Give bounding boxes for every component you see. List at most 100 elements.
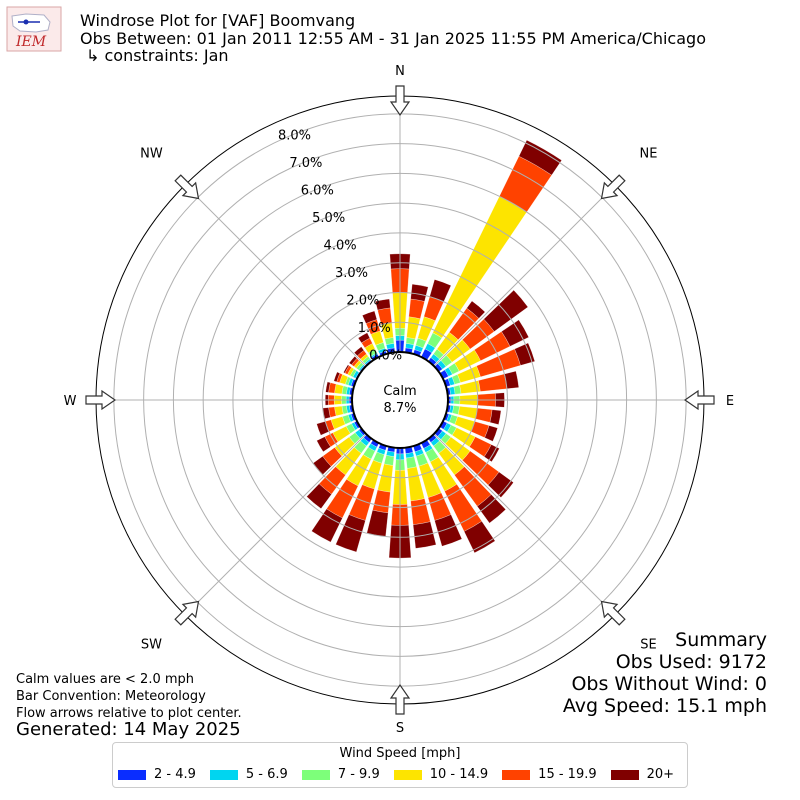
flow-arrow-icon — [600, 600, 626, 626]
calm-note: Calm values are < 2.0 mph — [16, 672, 195, 687]
avg-speed: Avg Speed: 15.1 mph — [562, 695, 767, 717]
windrose-bar-segment — [476, 494, 506, 524]
windrose-bar-segment — [478, 373, 508, 392]
radial-tick-label: 3.0% — [335, 266, 368, 281]
windrose-bar-segment — [335, 514, 366, 553]
windrose-bar-segment — [362, 310, 378, 324]
windrose-bar-segment — [466, 300, 486, 319]
windrose-bar-segment — [484, 425, 498, 442]
windrose-bar-segment — [311, 508, 343, 543]
flow-arrow-icon — [85, 389, 117, 411]
windrose-bar-segment — [366, 509, 389, 537]
legend-swatch — [393, 769, 422, 780]
flow-arrow-icon — [600, 174, 626, 200]
windrose-bar-segment — [372, 489, 391, 514]
windrose-bar-segment — [408, 298, 425, 319]
page-title: Windrose Plot for [VAF] Boomvang — [80, 11, 356, 30]
radial-tick-label: 7.0% — [289, 156, 322, 171]
radial-tick-label: 2.0% — [346, 294, 379, 309]
flow-arrow-icon — [683, 389, 715, 411]
compass-label: SW — [141, 638, 162, 653]
legend-label: 2 - 4.9 — [154, 767, 196, 782]
windrose-bar-segment — [348, 356, 358, 365]
legend-label: 5 - 6.9 — [245, 767, 288, 782]
direction-gridline — [184, 433, 367, 616]
windrose-bar-segment — [383, 455, 395, 466]
legend-swatch — [610, 769, 639, 780]
legend-title: Wind Speed [mph] — [339, 746, 461, 761]
flow-arrow-icon — [389, 683, 411, 715]
windrose-bar-segment — [325, 381, 331, 393]
radial-tick-label: 5.0% — [312, 211, 345, 226]
windrose-bar-segment — [475, 407, 493, 423]
bar-convention: Bar Convention: Meteorology — [16, 689, 206, 704]
flow-arrow-icon — [174, 174, 200, 200]
legend-item: 5 - 6.9 — [209, 767, 288, 782]
compass-label: S — [396, 721, 404, 736]
legend-label: 10 - 14.9 — [429, 767, 489, 782]
compass-label: NE — [640, 146, 658, 161]
summary-title: Summary — [675, 629, 767, 651]
windrose-bar-segment — [483, 289, 529, 332]
obs-range: Obs Between: 01 Jan 2011 12:55 AM - 31 J… — [80, 29, 706, 48]
obs-without-wind: Obs Without Wind: 0 — [571, 673, 767, 695]
calm-label: Calm — [383, 384, 416, 399]
legend-item: 10 - 14.9 — [393, 767, 489, 782]
legend-item: 2 - 4.9 — [118, 767, 196, 782]
windrose-bar-segment — [405, 456, 417, 469]
windrose-bar-segment — [316, 436, 331, 453]
windrose-bar-segment — [518, 139, 562, 176]
compass-label: NW — [140, 146, 163, 161]
direction-gridline — [184, 184, 367, 367]
windrose-bar-segment — [410, 284, 429, 302]
legend-item: 7 - 9.9 — [301, 767, 380, 782]
generated-date: Generated: 14 May 2025 — [16, 719, 241, 740]
legend-items: 2 - 4.9 5 - 6.9 7 - 9.9 10 - 14.9 15 - 1… — [118, 767, 688, 782]
windrose-bar-segment — [457, 406, 478, 419]
legend-label: 15 - 19.9 — [538, 767, 597, 782]
windrose-bar-segment — [375, 298, 391, 311]
legend-swatch — [118, 769, 146, 780]
windrose-bar-segment — [514, 342, 536, 366]
legend-swatch — [502, 769, 531, 780]
windrose-bar-segment — [463, 521, 496, 554]
legend-item: 15 - 19.9 — [502, 767, 597, 782]
radial-tick-label: 8.0% — [278, 129, 311, 144]
windrose-bar-segment — [357, 332, 371, 344]
direction-gridline — [433, 184, 616, 367]
legend: Wind Speed [mph] 2 - 4.9 5 - 6.9 7 - 9.9… — [112, 742, 688, 788]
radial-tick-label: 1.0% — [358, 321, 391, 336]
windrose-bar-segment — [333, 371, 341, 383]
windrose-bar-segment — [410, 498, 431, 525]
compass-label: W — [64, 394, 77, 409]
windrose-bar-segment — [306, 483, 332, 509]
windrose-bar-segment — [406, 316, 421, 340]
legend-item: 20+ — [610, 767, 674, 782]
radial-tick-label: 6.0% — [301, 184, 334, 199]
direction-gridline — [433, 433, 616, 616]
obs-used: Obs Used: 9172 — [615, 651, 767, 673]
radial-tick-label: 4.0% — [324, 239, 357, 254]
windrose-bar-segment — [434, 514, 463, 547]
legend-swatch — [209, 769, 238, 780]
calm-value: 8.7% — [383, 401, 416, 416]
legend-swatch — [301, 769, 330, 780]
logo-text: IEM — [15, 34, 47, 50]
compass-label: N — [395, 64, 405, 79]
constraints-text: ↳ constraints: Jan — [86, 46, 229, 65]
windrose-bar-segment — [489, 409, 502, 425]
flow-arrow-icon — [174, 600, 200, 626]
calm-circle — [351, 351, 449, 449]
compass-label: SE — [640, 638, 656, 653]
windrose-bar-segment — [354, 346, 365, 357]
radial-tick-label: 0.0% — [369, 349, 402, 364]
legend-label: 7 - 9.9 — [337, 767, 380, 782]
compass-label: E — [726, 394, 734, 409]
flow-arrow-icon — [389, 85, 411, 117]
windrose-bar-segment — [501, 319, 529, 347]
flow-arrows-note: Flow arrows relative to plot center. — [16, 706, 242, 721]
windrose-bar-segment — [487, 471, 514, 498]
windrose-bar-segment — [343, 364, 350, 374]
iem-logo: IEM — [6, 6, 62, 52]
